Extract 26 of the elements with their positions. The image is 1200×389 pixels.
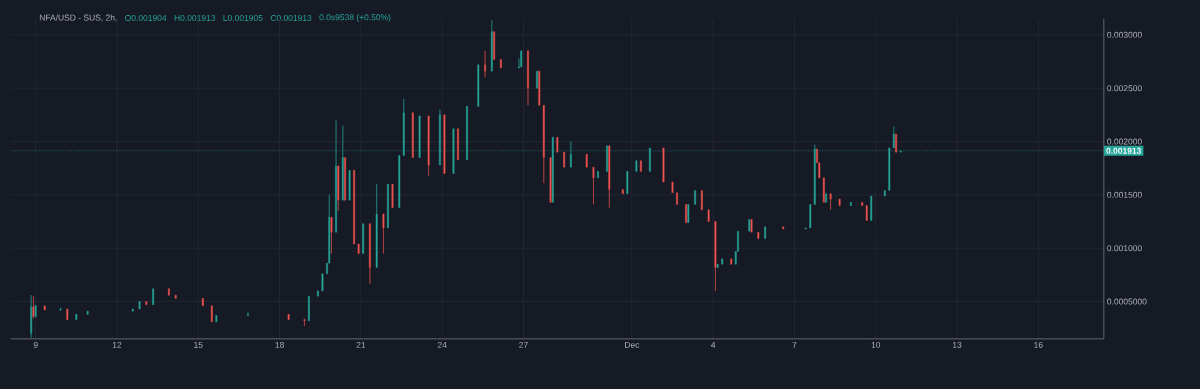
x-tick-label: 10 [871,341,881,348]
x-tick-label: 4 [710,341,716,348]
x-tick-label: 21 [356,341,366,348]
x-tick-label: 15 [194,341,203,348]
x-tick-label: 12 [112,341,122,348]
annotation: O0.001904 [125,15,167,21]
y-tick-label: 0.003000 [1107,31,1142,38]
ref-line-label: 0.001913 [1106,147,1142,154]
x-tick-label: 18 [275,341,284,348]
y-tick-label: 0.002500 [1107,85,1142,92]
y-tick-label: 0.001500 [1107,191,1142,198]
x-tick-label: 7 [792,341,797,348]
chart-title: NFA/USD - SUS, 2h, [39,14,117,22]
x-tick-label: 9 [33,341,38,348]
annotation: H0.001913 [174,15,216,21]
x-tick-label: 16 [1034,341,1043,348]
annotation: L0.001905 [223,15,263,21]
x-tick-label: 13 [952,341,962,348]
y-tick-label: 0.0005000 [1107,298,1147,305]
x-tick-label: 27 [519,341,528,348]
y-tick-label: 0.001000 [1107,245,1142,252]
y-tick-label: 0.002000 [1107,138,1142,145]
x-tick-label: Dec [625,341,640,348]
x-tick-label: 24 [437,341,447,348]
annotation: 0.0s9538 (+0.50%) [319,14,391,22]
annotation: C0.001913 [270,15,312,21]
